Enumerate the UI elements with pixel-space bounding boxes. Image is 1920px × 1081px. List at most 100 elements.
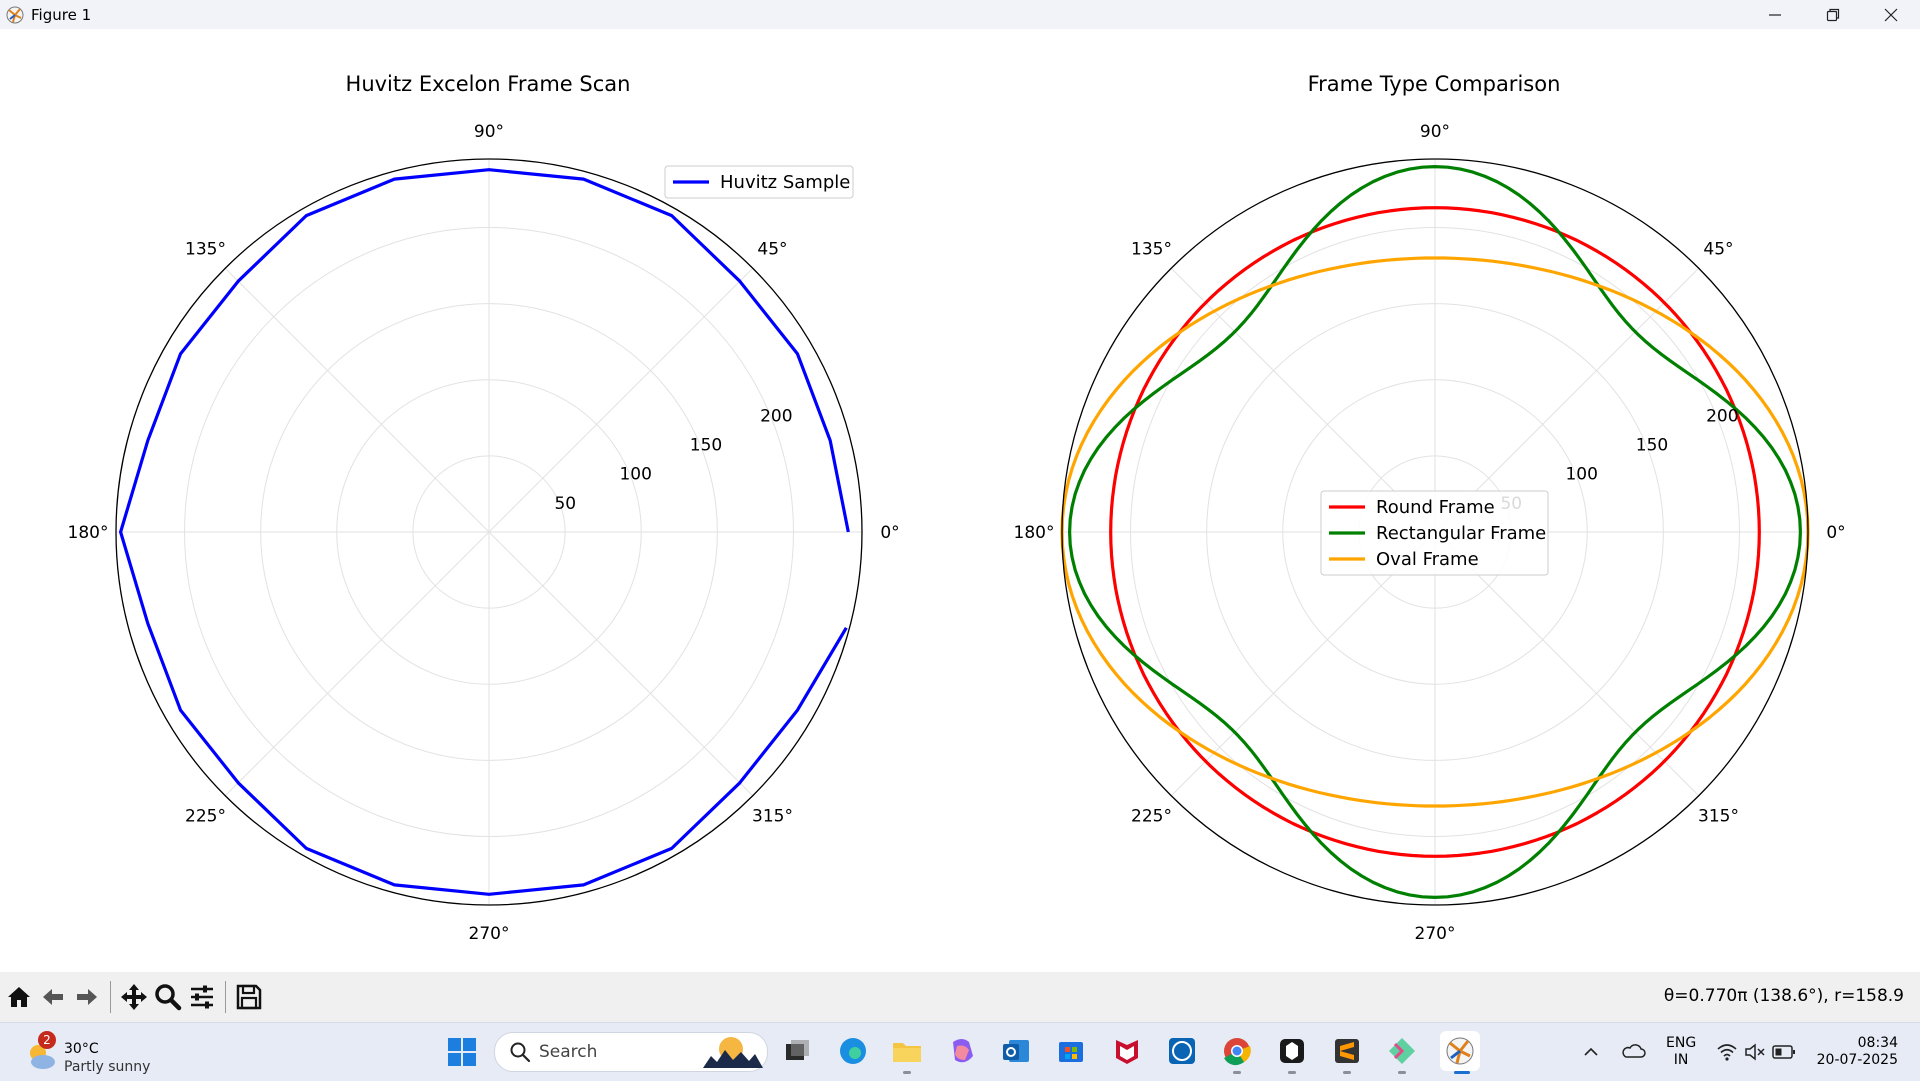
series-line-rectangular-frame bbox=[1068, 165, 1802, 899]
pan-button[interactable] bbox=[117, 979, 151, 1015]
series-line-huvitz-sample bbox=[119, 168, 850, 896]
r-tick-label: 100 bbox=[619, 465, 651, 485]
window-title: Figure 1 bbox=[31, 5, 92, 24]
close-icon bbox=[1884, 8, 1898, 21]
theta-tick-label: 90° bbox=[474, 122, 504, 142]
chevron-up-icon[interactable] bbox=[1582, 1043, 1600, 1061]
save-icon bbox=[236, 984, 262, 1010]
polar-grid bbox=[116, 159, 862, 905]
configure-subplots-icon bbox=[191, 985, 213, 1009]
theta-tick-label: 225° bbox=[1131, 807, 1172, 827]
theta-tick-label: 0° bbox=[1826, 523, 1845, 543]
terminal-app-icon[interactable] bbox=[1275, 1034, 1309, 1068]
r-tick-label: 150 bbox=[690, 436, 722, 456]
home-button[interactable] bbox=[2, 979, 36, 1015]
theta-gridline bbox=[224, 267, 490, 533]
restore-button[interactable] bbox=[1804, 0, 1862, 29]
matplotlib-app-icon bbox=[6, 6, 24, 23]
weather-temperature: 30°C bbox=[64, 1041, 99, 1057]
pan-icon bbox=[121, 984, 147, 1010]
forward-button[interactable] bbox=[70, 979, 104, 1015]
wifi-icon[interactable] bbox=[1716, 1042, 1738, 1062]
theta-tick-label: 225° bbox=[185, 807, 226, 827]
toolbar-separator bbox=[110, 981, 111, 1013]
legend-label: Rectangular Frame bbox=[1376, 523, 1546, 544]
git-app-icon[interactable] bbox=[1385, 1034, 1419, 1068]
running-indicator bbox=[903, 1071, 911, 1074]
copilot-icon[interactable] bbox=[945, 1034, 979, 1068]
outlook-icon[interactable] bbox=[999, 1034, 1033, 1068]
onedrive-cloud-icon[interactable] bbox=[1620, 1041, 1646, 1061]
theta-tick-label: 135° bbox=[1131, 240, 1172, 260]
configure-subplots-button[interactable] bbox=[185, 979, 219, 1015]
home-icon bbox=[8, 987, 30, 1007]
language-code: ENG bbox=[1666, 1035, 1697, 1051]
theta-tick-labels: 0° 45° 90° 135° 180° 225° 270° 315° bbox=[68, 122, 900, 944]
axes-title: Frame Type Comparison bbox=[1308, 72, 1561, 96]
legend-box bbox=[664, 165, 854, 199]
weather-widget[interactable]: 2 30°C Partly sunny bbox=[24, 1031, 164, 1075]
edge-browser-icon[interactable] bbox=[836, 1034, 870, 1068]
forward-icon bbox=[77, 989, 97, 1005]
theta-gridline bbox=[488, 267, 754, 533]
zoom-button[interactable] bbox=[151, 979, 185, 1015]
toolbar-separator bbox=[225, 981, 226, 1013]
figure-canvas[interactable]: Huvitz Excelon Frame Scan 0° 45° 90° 135° 18… bbox=[0, 29, 1920, 972]
r-tick-label: 200 bbox=[760, 407, 792, 427]
taskbar-search-box[interactable]: Search bbox=[494, 1032, 768, 1072]
minimize-icon bbox=[1769, 13, 1781, 16]
theta-tick-labels: 0° 45° 90° 135° 180° 225° 270° 315° bbox=[1014, 122, 1846, 944]
theta-gridline bbox=[224, 531, 490, 797]
language-indicator[interactable]: ENG IN bbox=[1666, 1035, 1696, 1069]
taskbar: 2 30°C Partly sunny Search bbox=[0, 1022, 1920, 1081]
matplotlib-taskbar-button[interactable] bbox=[1440, 1031, 1480, 1071]
legend: Huvitz Sample bbox=[664, 165, 854, 199]
legend-box bbox=[1320, 490, 1549, 576]
theta-tick-label: 270° bbox=[469, 924, 510, 944]
weather-description: Partly sunny bbox=[64, 1059, 151, 1075]
window-titlebar: Figure 1 bbox=[0, 0, 1920, 29]
polar-axes-huvitz-scan: Huvitz Excelon Frame Scan 0° 45° 90° 135° 18… bbox=[68, 72, 900, 944]
axes-title: Huvitz Excelon Frame Scan bbox=[346, 72, 631, 96]
r-tick-labels: 50 100 150 200 bbox=[554, 407, 792, 514]
figure-svg: Huvitz Excelon Frame Scan 0° 45° 90° 135° 18… bbox=[68, 72, 1846, 944]
close-button[interactable] bbox=[1862, 0, 1920, 29]
task-view-icon[interactable] bbox=[780, 1034, 814, 1068]
theta-tick-label: 135° bbox=[185, 240, 226, 260]
theta-tick-label: 180° bbox=[1014, 523, 1055, 543]
mcafee-icon[interactable] bbox=[1110, 1034, 1144, 1068]
running-indicator bbox=[1233, 1071, 1241, 1074]
window-controls bbox=[1746, 0, 1920, 29]
r-tick-label: 150 bbox=[1636, 436, 1668, 456]
dell-icon[interactable] bbox=[1165, 1034, 1199, 1068]
legend-label: Oval Frame bbox=[1376, 549, 1479, 570]
file-explorer-icon[interactable] bbox=[890, 1034, 924, 1068]
theta-tick-label: 315° bbox=[1698, 807, 1739, 827]
polar-grid bbox=[1062, 159, 1808, 905]
back-icon bbox=[43, 989, 63, 1005]
legend-label: Round Frame bbox=[1376, 497, 1495, 518]
microsoft-store-icon[interactable] bbox=[1054, 1034, 1088, 1068]
sublime-text-icon[interactable] bbox=[1330, 1034, 1364, 1068]
polar-outer-spine bbox=[1061, 158, 1809, 906]
system-clock[interactable]: 08:34 20-07-2025 bbox=[1814, 1035, 1898, 1069]
navigation-toolbar: θ=0.770π (138.6°), r=158.9 bbox=[0, 972, 1920, 1022]
legend-label: Huvitz Sample bbox=[720, 172, 850, 193]
legend: Round Frame Rectangular Frame Oval Frame bbox=[1320, 490, 1549, 576]
partly-sunny-icon bbox=[30, 1045, 55, 1069]
theta-tick-label: 270° bbox=[1415, 924, 1456, 944]
series-line-round-frame bbox=[1109, 206, 1761, 858]
minimize-button[interactable] bbox=[1746, 0, 1804, 29]
chrome-icon[interactable] bbox=[1220, 1034, 1254, 1068]
running-indicator bbox=[1398, 1071, 1406, 1074]
theta-tick-label: 90° bbox=[1420, 122, 1450, 142]
back-button[interactable] bbox=[36, 979, 70, 1015]
running-indicator bbox=[1343, 1071, 1351, 1074]
speaker-muted-icon[interactable] bbox=[1744, 1042, 1766, 1062]
notification-badge: 2 bbox=[38, 1031, 56, 1049]
polar-axes-frame-comparison: Frame Type Comparison 0° 45° 90° 135° 180° 22… bbox=[1014, 72, 1846, 944]
windows-start-button[interactable] bbox=[446, 1036, 478, 1068]
battery-icon[interactable] bbox=[1772, 1044, 1796, 1060]
save-button[interactable] bbox=[232, 979, 266, 1015]
series-layer bbox=[119, 168, 850, 896]
